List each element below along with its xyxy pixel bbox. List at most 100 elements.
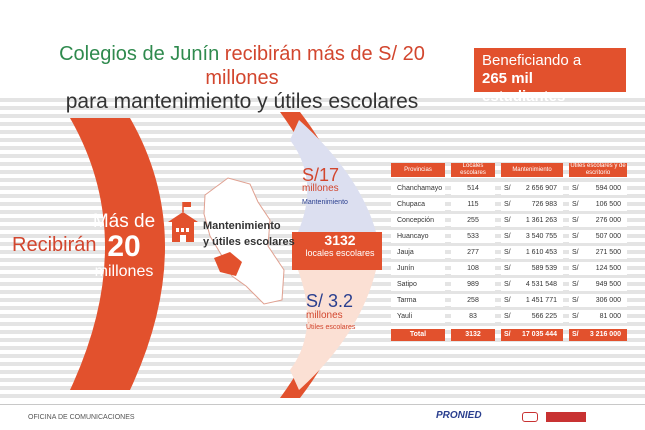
header-utiles: Útiles escolares y de escritorio bbox=[569, 163, 627, 177]
cell-provincia: Yauli bbox=[391, 311, 445, 323]
cell-provincia: Satipo bbox=[391, 279, 445, 291]
currency-symbol: S/ bbox=[504, 265, 511, 272]
cell-mantenimiento: S/1 451 771 bbox=[501, 295, 563, 307]
supplies-tag: Útiles escolares bbox=[306, 324, 356, 331]
recibiran-label: Recibirán bbox=[12, 234, 97, 256]
cell-mantenimiento: S/726 983 bbox=[501, 199, 563, 211]
maintenance-unit: millones bbox=[302, 183, 339, 194]
total-locales: 3132 bbox=[451, 329, 495, 341]
junin-region-highlight bbox=[214, 252, 242, 276]
peru-map-icon bbox=[203, 177, 285, 305]
total-mantenimiento: S/17 035 444 bbox=[501, 329, 563, 341]
cell-locales: 108 bbox=[451, 263, 495, 275]
cell-value: 271 500 bbox=[595, 249, 621, 256]
maintenance-label: Mantenimiento y útiles escolares bbox=[203, 218, 295, 250]
currency-symbol: S/ bbox=[504, 249, 511, 256]
locales-count: 3132 bbox=[324, 232, 356, 248]
currency-symbol: S/ bbox=[572, 265, 579, 272]
table-row: Chanchamayo 514 S/2 656 907 S/594 000 bbox=[391, 181, 627, 197]
currency-symbol: S/ bbox=[572, 249, 579, 256]
cell-value: 1 451 771 bbox=[525, 297, 557, 304]
maintenance-tag: Mantenimiento bbox=[302, 199, 348, 206]
cell-locales: 115 bbox=[451, 199, 495, 211]
footer: OFICINA DE COMUNICACIONES PRONIED bbox=[0, 398, 645, 430]
currency-symbol: S/ bbox=[572, 313, 579, 320]
footer-office: OFICINA DE COMUNICACIONES bbox=[28, 414, 135, 421]
total-value: 17 035 444 bbox=[521, 331, 557, 338]
cell-utiles: S/594 000 bbox=[569, 183, 627, 195]
maintenance-label-line-1: Mantenimiento bbox=[203, 220, 281, 232]
cell-value: 507 000 bbox=[595, 233, 621, 240]
cell-value: 949 500 bbox=[595, 281, 621, 288]
cell-value: 81 000 bbox=[599, 313, 621, 320]
cell-value: 594 000 bbox=[595, 185, 621, 192]
cell-locales: 989 bbox=[451, 279, 495, 291]
cell-locales: 277 bbox=[451, 247, 495, 259]
cell-utiles: S/276 000 bbox=[569, 215, 627, 227]
cell-utiles: S/949 500 bbox=[569, 279, 627, 291]
right-arc-top-fill bbox=[290, 120, 376, 232]
cell-mantenimiento: S/4 531 548 bbox=[501, 279, 563, 291]
cell-provincia: Tarma bbox=[391, 295, 445, 307]
table-row: Tarma 258 S/1 451 771 S/306 000 bbox=[391, 293, 627, 309]
cell-value: 1 361 263 bbox=[525, 217, 557, 224]
currency-symbol: S/ bbox=[572, 201, 579, 208]
maintenance-amount-block: S/17 millones Mantenimiento bbox=[302, 165, 348, 210]
cell-value: 3 540 755 bbox=[525, 233, 557, 240]
total-amount-unit: millones bbox=[94, 263, 154, 280]
table-row: Yauli 83 S/566 225 S/81 000 bbox=[391, 309, 627, 325]
school-building-icon bbox=[168, 202, 198, 242]
cell-utiles: S/106 500 bbox=[569, 199, 627, 211]
currency-symbol: S/ bbox=[504, 281, 511, 288]
cell-value: 566 225 bbox=[531, 313, 557, 320]
table-row: Junín 108 S/589 539 S/124 500 bbox=[391, 261, 627, 277]
total-amount-value: 20 bbox=[107, 230, 141, 263]
cell-value: 306 000 bbox=[595, 297, 621, 304]
cell-mantenimiento: S/566 225 bbox=[501, 311, 563, 323]
footer-divider bbox=[0, 404, 645, 405]
cell-provincia: Junín bbox=[391, 263, 445, 275]
supplies-amount: S/ 3.2 bbox=[306, 291, 354, 311]
cell-utiles: S/507 000 bbox=[569, 231, 627, 243]
cell-utiles: S/306 000 bbox=[569, 295, 627, 307]
title-part-1: Colegios de Junín bbox=[59, 43, 225, 65]
currency-symbol: S/ bbox=[504, 233, 511, 240]
table-row: Satipo 989 S/4 531 548 S/949 500 bbox=[391, 277, 627, 293]
currency-symbol: S/ bbox=[504, 201, 511, 208]
cell-mantenimiento: S/1 361 263 bbox=[501, 215, 563, 227]
cell-value: 276 000 bbox=[595, 217, 621, 224]
currency-symbol: S/ bbox=[504, 331, 511, 338]
currency-symbol: S/ bbox=[504, 217, 511, 224]
cell-provincia: Jauja bbox=[391, 247, 445, 259]
currency-symbol: S/ bbox=[504, 313, 511, 320]
cell-provincia: Chanchamayo bbox=[391, 183, 445, 195]
cell-utiles: S/271 500 bbox=[569, 247, 627, 259]
table-row: Concepción 255 S/1 361 263 S/276 000 bbox=[391, 213, 627, 229]
beneficiaries-line-1: Beneficiando a bbox=[482, 52, 582, 69]
cell-value: 106 500 bbox=[595, 201, 621, 208]
beneficiaries-line-2: 265 mil estudiantes bbox=[482, 70, 566, 105]
title-part-2: recibirán más de S/ 20 millones bbox=[205, 43, 425, 89]
cell-locales: 255 bbox=[451, 215, 495, 227]
flag-icon bbox=[546, 412, 586, 422]
title-line-2: para mantenimiento y útiles escolares bbox=[65, 90, 419, 113]
cell-value: 4 531 548 bbox=[525, 281, 557, 288]
cell-value: 589 539 bbox=[531, 265, 557, 272]
cell-mantenimiento: S/1 610 453 bbox=[501, 247, 563, 259]
cell-value: 1 610 453 bbox=[525, 249, 557, 256]
total-provincia: Total bbox=[391, 329, 445, 341]
table-row: Chupaca 115 S/726 983 S/106 500 bbox=[391, 197, 627, 213]
supplies-unit: millones bbox=[306, 310, 343, 321]
cell-value: 726 983 bbox=[531, 201, 557, 208]
mas-de-label: Más de bbox=[92, 211, 156, 232]
total-utiles: S/3 216 000 bbox=[569, 329, 627, 341]
locales-band bbox=[292, 232, 382, 270]
cell-provincia: Huancayo bbox=[391, 231, 445, 243]
beneficiaries-badge: Beneficiando a 265 mil estudiantes bbox=[474, 48, 626, 105]
maintenance-label-line-2: y útiles escolares bbox=[203, 236, 295, 248]
locales-block: 3132 locales escolares bbox=[298, 232, 382, 260]
cell-locales: 258 bbox=[451, 295, 495, 307]
maintenance-amount: S/17 bbox=[302, 165, 340, 185]
table-row: Huancayo 533 S/3 540 755 S/507 000 bbox=[391, 229, 627, 245]
supplies-amount-block: S/ 3.2 millones Útiles escolares bbox=[306, 292, 355, 334]
